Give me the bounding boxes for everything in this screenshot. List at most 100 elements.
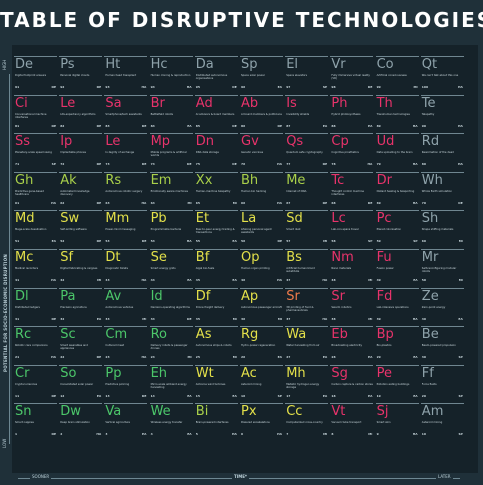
element-symbol: So: [60, 365, 77, 381]
element-cell: Sn Smart nappies 1 DE: [14, 403, 57, 437]
element-name: Digital footprint erasure: [15, 74, 47, 77]
element-cell: Sj Smart skin 9 HA: [375, 403, 419, 437]
element-category: DE: [187, 162, 192, 167]
element-cell: Ff Force fields 20 SP: [420, 364, 464, 399]
element-symbol: Ht: [105, 57, 121, 72]
element-cell: Cc Computerized cross-country 7 MI: [285, 403, 329, 437]
element-cell: Ci Conversational machine interfaces 81 DE: [14, 94, 57, 129]
element-symbol: Me: [286, 172, 306, 188]
element-category: MI: [232, 316, 237, 321]
element-category: HA: [412, 200, 418, 205]
element-cell: Ad AI advisors & board members 85 DE: [194, 94, 238, 129]
element-cell: Wh Whole Earth simulation 70 DE: [420, 171, 464, 206]
element-cell: Te Telepathy 90 HA: [420, 94, 464, 129]
element-symbol: Dt: [105, 250, 121, 265]
element-cell: Br Battlefield robots 84 EA: [149, 94, 193, 129]
element-symbol: Gv: [241, 134, 259, 150]
element-symbol: Vt: [331, 404, 346, 420]
element-cell: Va Vertical agriculture 3 EA: [104, 403, 148, 437]
element-name: Self-writing software: [60, 228, 87, 232]
element-name: Implantable phones: [60, 151, 86, 155]
element-category: HA: [141, 278, 147, 282]
element-cell: Vt Vacuum tube transport 8 MI: [330, 403, 374, 437]
element-number: 48: [331, 278, 336, 282]
element-category: DE: [141, 123, 147, 128]
element-category: MI: [232, 355, 237, 360]
element-category: HA: [322, 316, 328, 321]
element-name: Decision-operating algorithms: [150, 305, 190, 309]
element-cell: Sf Digital fabricating & cargoes 42 MI: [59, 249, 103, 283]
element-category: DE: [141, 393, 147, 398]
element-category: HA: [457, 85, 463, 89]
element-symbol: Rc: [15, 327, 32, 343]
element-cell: Mh Metallic hydrogen energy storage 17 EA: [285, 364, 329, 399]
element-symbol: Le: [60, 95, 76, 111]
element-cell: Px Powered exoskeletons 6 HA: [240, 403, 283, 437]
element-number: 57: [286, 239, 291, 244]
element-category: DE: [277, 123, 282, 128]
element-number: 96: [241, 85, 246, 89]
element-number: 97: [286, 85, 291, 89]
element-cell: Mr Self-reconfiguring modular robots 50 MI: [420, 249, 464, 283]
element-name: Smart skin: [376, 421, 391, 425]
element-symbol: Dn: [195, 134, 215, 150]
element-cell: Fu Fusion power 49 EA: [375, 249, 419, 283]
element-category: MI: [368, 316, 373, 321]
element-category: DE: [96, 162, 102, 167]
element-number: 91: [15, 85, 20, 89]
element-category: MI: [458, 239, 463, 244]
element-symbol: Pp: [105, 365, 122, 381]
element-symbol: Mc: [15, 250, 34, 265]
element-number: 87: [286, 123, 291, 128]
element-category: DE: [96, 239, 102, 244]
element-category: HA: [367, 162, 373, 167]
element-category: EA: [96, 316, 102, 321]
element-symbol: Sd: [286, 211, 303, 227]
element-symbol: Eh: [150, 365, 168, 381]
element-name: Genetic vaccines: [241, 151, 264, 155]
element-category: EA: [368, 123, 373, 128]
element-symbol: Ps: [60, 57, 75, 72]
element-number: 23: [105, 355, 110, 360]
element-cell: Bs Artificial human blood substitute 47 HA: [285, 249, 329, 283]
element-name: Zero-point energy: [421, 305, 446, 309]
element-symbol: Se: [150, 250, 167, 265]
element-name: Hybrid photosynthesis: [331, 112, 361, 116]
element-number: 24: [150, 355, 155, 360]
element-category: HA: [141, 355, 147, 360]
element-category: SP: [322, 85, 328, 89]
element-symbol: Qs: [286, 134, 304, 150]
element-symbol: Sa: [105, 95, 122, 111]
element-name: Human cloning & reproduction: [150, 74, 191, 77]
element-symbol: Df: [195, 288, 211, 304]
element-symbol: Cc: [286, 404, 303, 420]
element-cell: Ze Zero-point energy 40 EA: [420, 287, 464, 322]
element-symbol: Id: [150, 288, 163, 304]
element-cell: Dw Deep brain stimulation 2 HA: [59, 403, 103, 437]
element-category: EA: [187, 432, 192, 437]
element-number: 68: [331, 200, 336, 205]
element-number: 73: [105, 162, 110, 167]
element-number: 1: [15, 432, 18, 437]
element-cell: Et Peer-to-peer energy trading & transact…: [194, 210, 238, 244]
element-number: 29: [376, 355, 381, 360]
element-cell: Sd Smart dust 57 MI: [285, 210, 329, 244]
element-symbol: Ff: [421, 365, 434, 381]
element-name: Smart dust: [286, 228, 301, 232]
element-cell: Ap Autonomous passenger aircraft 36 MI: [240, 287, 283, 322]
element-category: HA: [412, 123, 418, 128]
element-name: Artificial human blood substitute: [286, 267, 315, 273]
element-number: 55: [195, 239, 200, 244]
element-symbol: Ro: [150, 327, 167, 343]
element-name: Delivery robots & passenger drones: [150, 344, 188, 351]
element-number: 11: [15, 393, 20, 398]
element-cell: Ud Data uploading to the brain 79 HA: [375, 133, 419, 167]
element-category: MI: [413, 85, 418, 89]
element-number: 90: [421, 123, 426, 128]
element-name: Automated knowledge discovery: [60, 189, 90, 196]
element-name: Whole Earth simulation: [421, 189, 453, 193]
element-symbol: Ad: [195, 95, 213, 111]
element-name: Autonomous vehicles: [105, 305, 134, 309]
element-cell: Bi Brain-powered interfaces 5 HA: [194, 403, 238, 437]
element-name: Diagnostic toilets: [105, 267, 128, 270]
